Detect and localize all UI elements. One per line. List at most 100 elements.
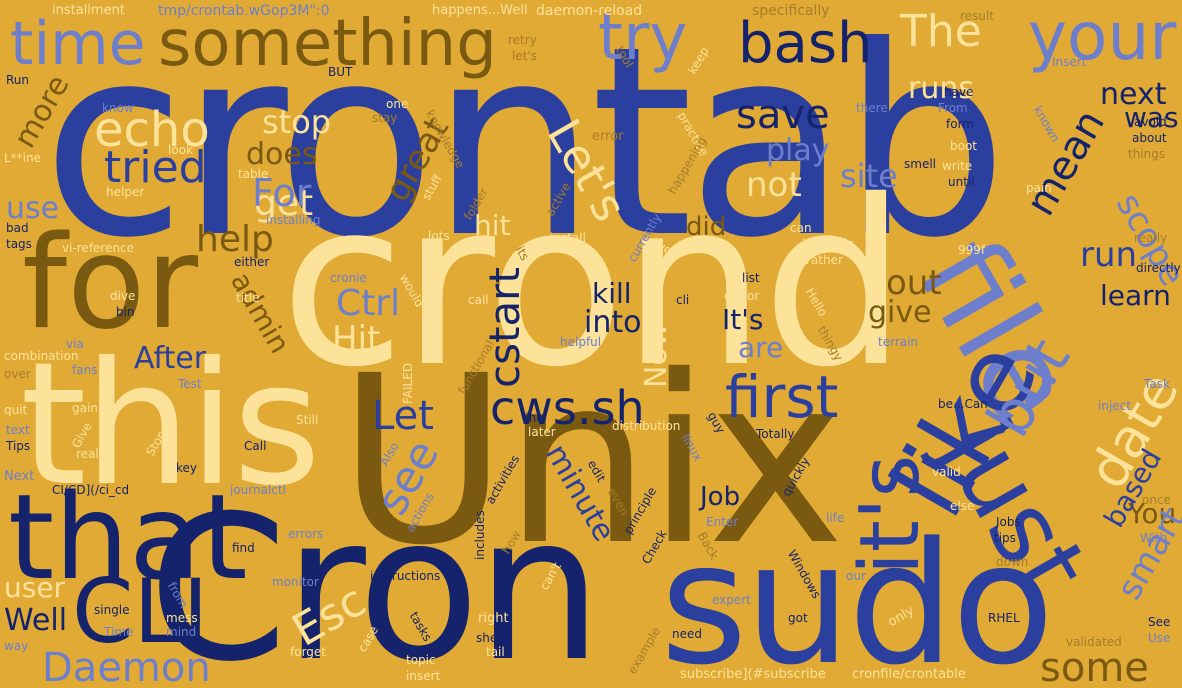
word-site: site: [840, 157, 898, 195]
word-enter: Enter: [706, 515, 739, 529]
word-cli: CLI: [72, 560, 209, 663]
word-use-cap: Use: [1148, 631, 1171, 645]
word-down: down: [996, 555, 1029, 569]
word-includes: includes: [473, 510, 487, 560]
word-sudo: sudo: [660, 506, 1054, 688]
word-jobs: Jobs: [996, 515, 1021, 529]
word-via: via: [66, 337, 84, 351]
word-known: known: [1030, 103, 1063, 145]
word-use: use: [6, 191, 60, 226]
word-was: was: [1124, 101, 1179, 134]
word-know: know: [102, 101, 134, 115]
word-mean: mean: [1017, 102, 1114, 224]
word-install: install: [550, 231, 586, 245]
word-runs: runs: [908, 71, 974, 106]
word-next-cap: Next: [4, 469, 35, 484]
word-mind: mind: [166, 625, 197, 639]
word-combination: combination: [4, 349, 79, 363]
word-directly: directly: [1136, 261, 1181, 275]
word-mess: mess: [166, 611, 198, 625]
word-things: things: [1128, 147, 1166, 161]
word-retry: retry: [508, 33, 537, 47]
word-tips: tips: [994, 531, 1016, 545]
word-save: save: [736, 92, 830, 138]
word-yes: Yes: [658, 243, 678, 257]
word-its2: It's: [722, 303, 764, 336]
word-well: Well: [4, 603, 68, 638]
word-can: can: [790, 221, 812, 235]
word-dive: dive: [110, 289, 136, 303]
word-real: real: [76, 447, 99, 461]
word-single: single: [94, 603, 130, 617]
word-from-cap: From: [938, 101, 968, 115]
word-tried: tried: [104, 142, 207, 193]
word-forget: forget: [290, 645, 326, 659]
word-bash: bash: [738, 11, 873, 76]
word-cws: cws.sh: [490, 381, 645, 435]
word-hit: Hit: [332, 319, 381, 359]
word-let: Let: [372, 393, 434, 439]
word-insert-cap: Insert: [1052, 55, 1087, 69]
word-still: Still: [296, 413, 319, 427]
word-does: does: [246, 137, 318, 172]
word-expert: expert: [712, 593, 751, 607]
word-need: need: [672, 627, 702, 641]
word-monitor: monitor: [272, 575, 319, 589]
word-lets2: let's: [512, 49, 537, 63]
word-rather: rather: [806, 253, 843, 267]
word-are: are: [738, 331, 784, 364]
word-quit: quit: [4, 403, 28, 417]
word-lots: lots: [428, 229, 450, 243]
word-specifically: specifically: [752, 3, 830, 19]
word-tips-cap: Tips: [6, 439, 31, 453]
word-cli-small: cli: [676, 293, 690, 307]
word-play: play: [766, 133, 830, 168]
word-table: table: [238, 167, 269, 181]
word-cron: Cron: [148, 473, 603, 688]
word-way: way: [4, 639, 29, 653]
word-until: until: [948, 175, 975, 189]
word-topic: topic: [406, 653, 436, 667]
word-crontab: crontab: [42, 0, 1008, 295]
word-inject: inject: [1098, 399, 1131, 413]
word-run-cap: Run: [6, 73, 30, 87]
word-give: give: [868, 295, 932, 330]
word-some: some: [1040, 645, 1149, 688]
word-write: write: [942, 159, 973, 173]
word-kill: kill: [592, 277, 632, 310]
word-text: text: [6, 423, 30, 437]
word-helper: helper: [106, 185, 145, 199]
word-avoid: avoid: [1134, 115, 1167, 129]
word-result: result: [960, 9, 994, 23]
word-cicd: CI/CD](/ci_cd: [52, 483, 130, 497]
word-insert: insert: [406, 669, 441, 683]
word-see-cap: See: [1148, 615, 1171, 629]
word-help: help: [196, 219, 274, 260]
word-this: this: [20, 326, 321, 524]
word-lxxine: L**ine: [4, 151, 42, 165]
word-error: error: [592, 129, 624, 144]
word-really: really: [1134, 231, 1168, 245]
word-daemon: Daemon: [42, 645, 211, 688]
word-for: for: [22, 209, 198, 358]
word-example: example: [625, 624, 664, 677]
word-else: else: [950, 499, 975, 513]
word-subscribe: subscribe](#subscribe: [680, 667, 826, 682]
word-stop: stop: [262, 103, 332, 141]
word-that: that: [8, 468, 248, 606]
word-now: Now: [639, 322, 674, 388]
word-gain: gain: [72, 401, 98, 415]
word-have: have: [944, 85, 974, 99]
word-user: user: [4, 571, 66, 604]
word-smell: smell: [904, 157, 936, 171]
word-helpful: helpful: [560, 335, 602, 349]
word-our: our: [846, 569, 866, 583]
word-pain: pain: [1026, 181, 1052, 195]
word-but-caps: BUT: [328, 65, 353, 79]
word-installment: installment: [52, 3, 125, 18]
word-intervals: intervals: [802, 237, 855, 251]
word-shell: shell: [476, 631, 504, 645]
word-instructions: instructions: [370, 569, 441, 583]
word-errors: errors: [288, 527, 324, 541]
